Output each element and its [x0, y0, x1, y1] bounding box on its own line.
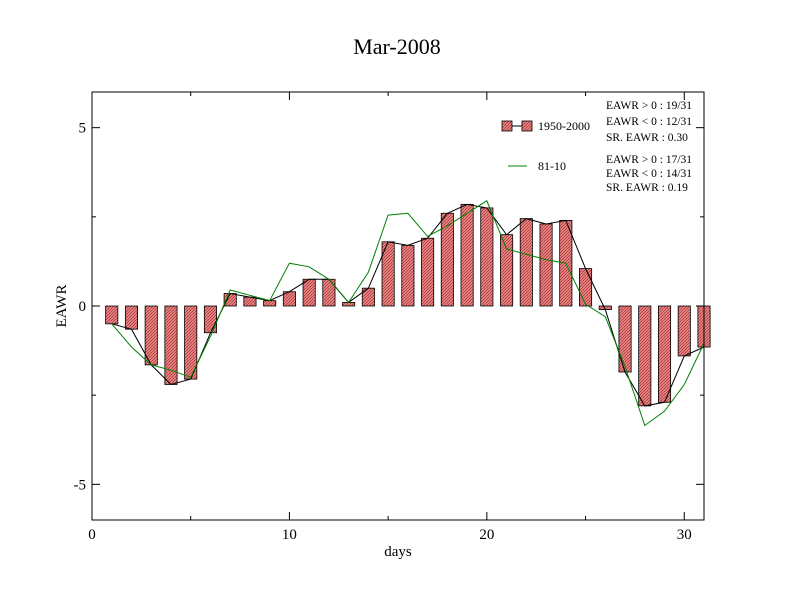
stats-ratio-1950-2000: SR. EAWR : 0.30 [606, 132, 688, 144]
legend-label-81-10: 81-10 [538, 159, 566, 173]
y-tick-label: 0 [79, 299, 87, 315]
bar-day-11 [302, 278, 316, 307]
bar-day-16 [401, 244, 415, 307]
x-axis-label: days [384, 544, 412, 560]
bar-day-19 [460, 203, 474, 307]
legend-swatch-right [521, 120, 533, 132]
legend-label-1950-2000: 1950-2000 [538, 119, 590, 133]
stats-block-1950-2000: EAWR > 0 : 19/31 EAWR < 0 : 12/31 SR. EA… [606, 100, 692, 144]
bar-day-4 [164, 305, 178, 385]
stats-ratio-81-10: SR. EAWR : 0.19 [606, 182, 688, 194]
bar-day-18 [440, 212, 454, 307]
legend: 1950-2000 81-10 [501, 119, 590, 173]
stats-positive-1950-2000: EAWR > 0 : 19/31 [606, 100, 692, 112]
y-axis-label: EAWR [54, 285, 70, 328]
legend-swatch-left [501, 120, 513, 132]
series-line-1950-2000 [111, 203, 705, 407]
y-tick-label: 5 [79, 121, 87, 137]
bar-day-6 [203, 305, 217, 334]
series-line-81-10 [111, 200, 705, 427]
bar-day-23 [539, 223, 553, 307]
bar-day-28 [638, 305, 652, 407]
stats-negative-81-10: EAWR < 0 : 14/31 [606, 168, 692, 180]
stats-block-81-10: EAWR > 0 : 17/31 EAWR < 0 : 14/31 SR. EA… [606, 154, 692, 194]
bars-layer [105, 203, 711, 407]
bar-day-21 [500, 234, 514, 307]
bar-day-1 [105, 305, 119, 325]
chart-title: Mar-2008 [353, 34, 441, 59]
bar-day-17 [421, 237, 435, 307]
x-tick-label: 30 [677, 527, 692, 543]
stats-negative-1950-2000: EAWR < 0 : 12/31 [606, 116, 692, 128]
x-tick-label: 0 [88, 527, 96, 543]
x-tick-label: 10 [282, 527, 297, 543]
lines-layer [111, 200, 705, 427]
bar-day-2 [124, 305, 139, 330]
bar-day-22 [519, 218, 533, 307]
stats-positive-81-10: EAWR > 0 : 17/31 [606, 154, 692, 166]
bar-day-3 [144, 305, 158, 366]
bar-day-9 [263, 300, 277, 307]
bar-day-30 [677, 305, 691, 357]
y-tick-label: -5 [74, 477, 87, 493]
ticks-layer: 0 10 20 30 -5 0 5 [74, 92, 704, 543]
x-tick-label: 20 [479, 527, 494, 543]
bar-day-20 [480, 207, 494, 307]
bar-day-27 [618, 305, 632, 373]
bar-day-29 [657, 305, 672, 403]
bar-day-25 [579, 268, 593, 307]
bar-day-12 [322, 278, 336, 307]
bar-day-8 [243, 296, 257, 307]
